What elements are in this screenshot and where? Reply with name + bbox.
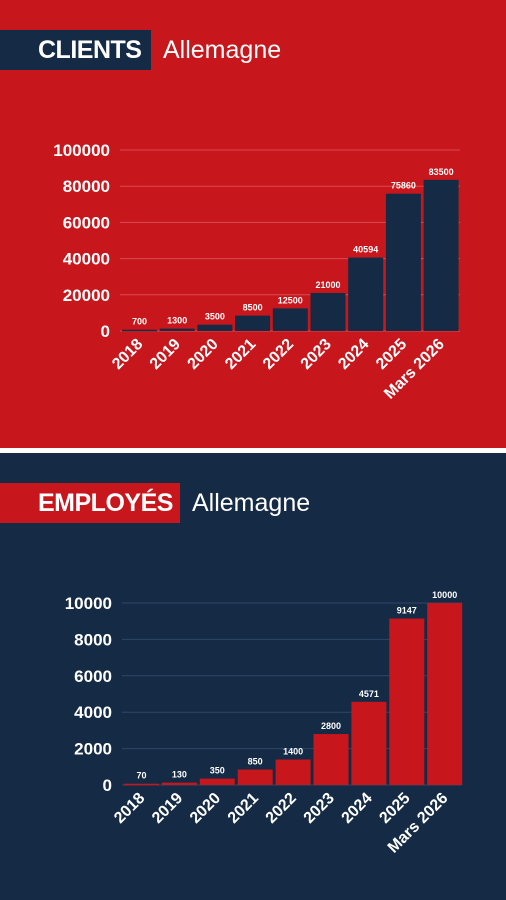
bar bbox=[197, 324, 233, 331]
bar-data-label: 1300 bbox=[167, 316, 187, 326]
bar bbox=[237, 769, 273, 785]
bar bbox=[423, 179, 459, 331]
bar bbox=[235, 315, 271, 331]
x-tick-label: 2018 bbox=[111, 790, 148, 827]
bar-data-label: 2800 bbox=[321, 721, 341, 731]
bar-data-label: 1400 bbox=[283, 747, 303, 757]
clients-panel: CLIENTS Allemagne 0 20000 40000 60000 80000 1… bbox=[0, 0, 506, 448]
bar bbox=[389, 618, 425, 785]
bar bbox=[159, 328, 195, 331]
employes-title: EMPLOYÉS bbox=[0, 483, 180, 523]
bar bbox=[348, 257, 384, 331]
employes-title-bar: EMPLOYÉS Allemagne bbox=[0, 483, 310, 523]
y-tick-label: 40000 bbox=[63, 250, 110, 269]
bar-data-label: 8500 bbox=[243, 303, 263, 313]
employes-subtitle: Allemagne bbox=[192, 488, 311, 517]
bar-data-label: 12500 bbox=[278, 295, 303, 305]
bar-data-label: 70 bbox=[136, 771, 146, 781]
employes-panel: EMPLOYÉS Allemagne 0 2000 4000 6000 8000 1000… bbox=[0, 453, 506, 900]
bar bbox=[272, 308, 308, 331]
bar-data-label: 700 bbox=[132, 317, 147, 327]
x-tick-label: 2022 bbox=[260, 336, 297, 373]
x-tick-label: 2018 bbox=[109, 336, 146, 373]
clients-bar-chart: 0 20000 40000 60000 80000 100000 700 2018 1300 20… bbox=[53, 141, 460, 403]
clients-subtitle: Allemagne bbox=[163, 35, 282, 64]
bar bbox=[275, 759, 311, 785]
y-tick-label: 0 bbox=[101, 322, 110, 341]
y-tick-label: 0 bbox=[103, 776, 112, 795]
y-tick-label: 4000 bbox=[74, 703, 112, 722]
x-tick-label: 2021 bbox=[222, 336, 259, 373]
y-tick-label: 10000 bbox=[65, 594, 112, 613]
x-tick-label: 2020 bbox=[187, 790, 224, 827]
bar-data-label: 21000 bbox=[315, 280, 340, 290]
panel-divider bbox=[0, 448, 506, 453]
y-tick-label: 8000 bbox=[74, 630, 112, 649]
employes-bar-chart: 0 2000 4000 6000 8000 10000 70 2018 130 2019 350 20… bbox=[65, 590, 463, 857]
x-tick-label: 2019 bbox=[149, 790, 186, 827]
x-tick-label: 2023 bbox=[301, 790, 338, 827]
bar-data-label: 3500 bbox=[205, 312, 225, 322]
bar-data-label: 10000 bbox=[432, 590, 457, 600]
bar-data-label: 4571 bbox=[359, 689, 379, 699]
bar-data-label: 9147 bbox=[397, 606, 417, 616]
y-tick-label: 2000 bbox=[74, 740, 112, 759]
bar bbox=[313, 734, 349, 785]
x-tick-label: 2024 bbox=[335, 336, 372, 373]
clients-title-bar: CLIENTS Allemagne bbox=[0, 30, 281, 70]
y-tick-label: 60000 bbox=[63, 213, 110, 232]
y-tick-label: 80000 bbox=[63, 177, 110, 196]
bar-data-label: 40594 bbox=[353, 245, 378, 255]
bar bbox=[385, 193, 421, 331]
bar bbox=[161, 782, 197, 785]
bar bbox=[427, 603, 463, 785]
bar bbox=[122, 329, 157, 332]
x-tick-label: 2019 bbox=[147, 336, 184, 373]
bar-data-label: 850 bbox=[248, 757, 263, 767]
bar-data-label: 75860 bbox=[391, 181, 416, 191]
clients-title: CLIENTS bbox=[0, 30, 151, 70]
bar bbox=[351, 701, 387, 785]
y-tick-label: 100000 bbox=[53, 141, 110, 160]
x-tick-label: 2024 bbox=[339, 790, 376, 827]
x-tick-label: 2021 bbox=[225, 790, 262, 827]
y-tick-label: 20000 bbox=[63, 286, 110, 305]
bar bbox=[310, 292, 346, 331]
x-tick-label: 2022 bbox=[263, 790, 300, 827]
bar bbox=[199, 778, 235, 785]
x-tick-label: 2020 bbox=[185, 336, 222, 373]
bar-data-label: 83500 bbox=[429, 167, 454, 177]
x-tick-label: 2023 bbox=[298, 336, 335, 373]
bar-data-label: 130 bbox=[172, 770, 187, 780]
bar bbox=[124, 783, 159, 786]
y-tick-label: 6000 bbox=[74, 667, 112, 686]
bar-data-label: 350 bbox=[210, 766, 225, 776]
